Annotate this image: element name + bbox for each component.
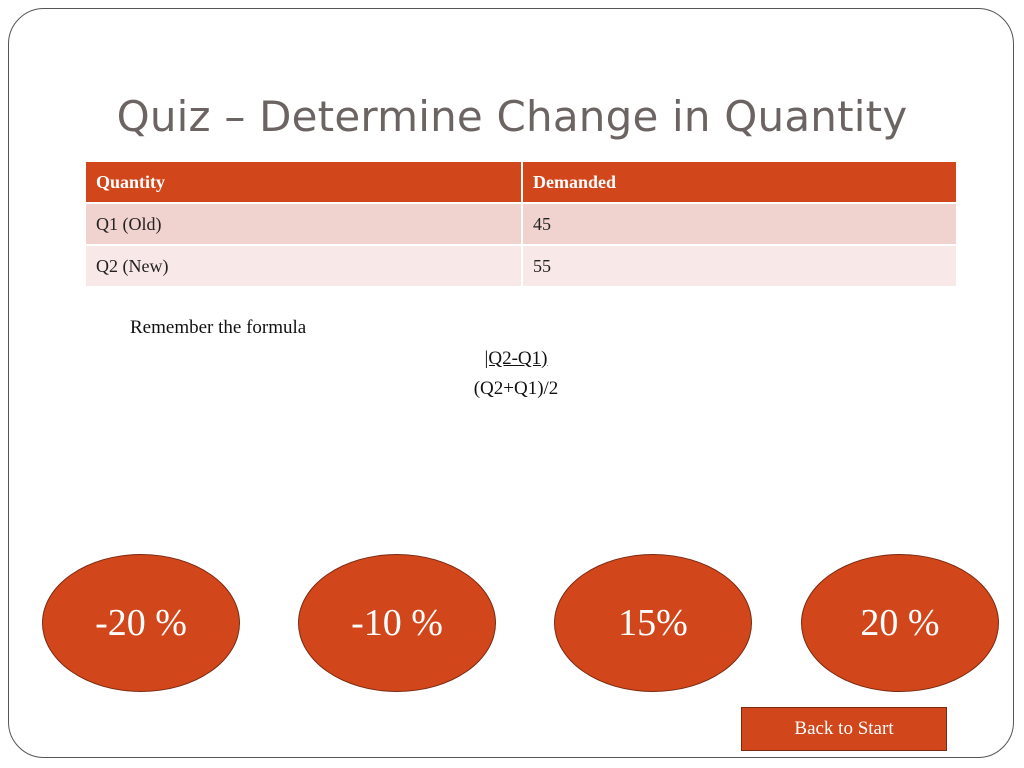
table-row: Q2 (New) 55 (86, 244, 956, 286)
column-header-demanded: Demanded (522, 162, 956, 203)
slide-title: Quiz – Determine Change in Quantity (116, 92, 908, 141)
quantity-table: Quantity Demanded Q1 (Old) 45 Q2 (New) 5… (86, 162, 956, 286)
answer-option-20[interactable]: 20 % (801, 554, 999, 692)
answer-label: 15% (618, 602, 688, 644)
answer-label: -20 % (95, 602, 187, 644)
table-cell-value: 45 (522, 202, 956, 245)
table-row: Q1 (Old) 45 (86, 202, 956, 245)
back-to-start-button[interactable]: Back to Start (741, 707, 947, 751)
answer-label: -10 % (351, 602, 443, 644)
table-cell-label: Q1 (Old) (86, 202, 523, 245)
answer-option-minus-20[interactable]: -20 % (42, 554, 240, 692)
formula-numerator: |Q2-Q1) (484, 348, 548, 369)
back-button-label: Back to Start (794, 718, 894, 739)
column-header-quantity: Quantity (86, 162, 523, 203)
table-header-row: Quantity Demanded (86, 162, 956, 203)
answer-option-15[interactable]: 15% (554, 554, 752, 692)
table-cell-value: 55 (522, 244, 956, 286)
formula-hint: Remember the formula (130, 317, 307, 338)
answer-label: 20 % (860, 602, 940, 644)
answer-option-minus-10[interactable]: -10 % (298, 554, 496, 692)
table-cell-label: Q2 (New) (86, 244, 523, 286)
formula-denominator: (Q2+Q1)/2 (473, 378, 559, 399)
